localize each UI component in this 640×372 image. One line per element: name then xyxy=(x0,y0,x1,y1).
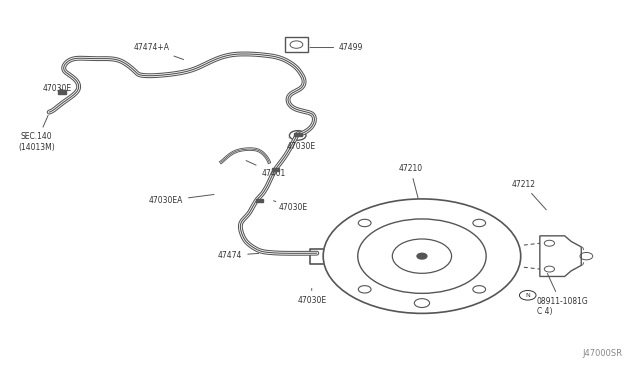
Text: 47499: 47499 xyxy=(310,43,364,52)
Text: SEC.140
(14013M): SEC.140 (14013M) xyxy=(18,115,55,152)
Text: 47401: 47401 xyxy=(246,161,285,177)
Text: 47030E: 47030E xyxy=(297,288,326,305)
Text: 47030E: 47030E xyxy=(42,84,72,93)
Text: 47474+A: 47474+A xyxy=(133,44,184,60)
Text: 47030EA: 47030EA xyxy=(148,195,214,205)
Text: 47474: 47474 xyxy=(218,251,259,260)
Text: 08911-1081G
C 4): 08911-1081G C 4) xyxy=(537,273,588,316)
Text: 47030E: 47030E xyxy=(287,138,316,151)
Text: J47000SR: J47000SR xyxy=(582,349,623,358)
Bar xyxy=(256,199,263,202)
Text: N: N xyxy=(525,293,530,298)
Circle shape xyxy=(417,253,427,259)
Bar xyxy=(58,90,66,94)
Text: 47030E: 47030E xyxy=(273,201,308,212)
Bar xyxy=(294,132,301,136)
Text: 47212: 47212 xyxy=(511,180,547,210)
Text: 47210: 47210 xyxy=(398,164,422,198)
Circle shape xyxy=(414,299,429,308)
Bar xyxy=(271,168,279,171)
